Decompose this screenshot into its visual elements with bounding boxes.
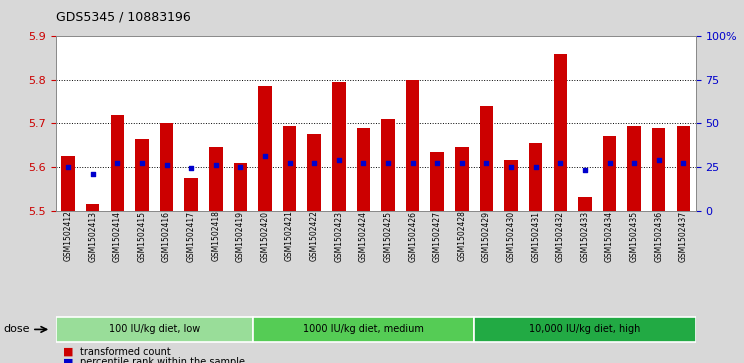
Point (210, 162, 222, 168)
Bar (603, 136, 616, 211)
Point (432, 160, 443, 166)
Text: GSM1502429: GSM1502429 (482, 211, 491, 261)
Bar (554, 54, 567, 211)
Point (283, 160, 295, 166)
Text: GSM1502418: GSM1502418 (211, 211, 220, 261)
Bar (474, 317, 696, 342)
Text: GSM1502419: GSM1502419 (236, 211, 245, 261)
Bar (356, 128, 371, 211)
Bar (431, 152, 444, 211)
Bar (406, 80, 420, 211)
Point (308, 160, 320, 166)
Text: GSM1502412: GSM1502412 (63, 211, 73, 261)
Text: 10,000 IU/kg diet, high: 10,000 IU/kg diet, high (529, 324, 641, 334)
Point (554, 160, 566, 166)
Text: GSM1502416: GSM1502416 (162, 211, 171, 261)
Bar (504, 160, 518, 211)
Text: GSM1502417: GSM1502417 (187, 211, 196, 261)
Point (677, 160, 689, 166)
Text: GSM1502414: GSM1502414 (113, 211, 122, 261)
Point (407, 160, 419, 166)
Bar (307, 134, 321, 211)
Text: GSM1502422: GSM1502422 (310, 211, 318, 261)
Text: transformed count: transformed count (80, 347, 170, 357)
Text: GSM1502424: GSM1502424 (359, 211, 368, 261)
Text: ■: ■ (63, 347, 74, 357)
Text: GSM1502435: GSM1502435 (629, 211, 638, 262)
Point (481, 160, 493, 166)
Text: GSM1502433: GSM1502433 (580, 211, 589, 262)
Text: GSM1502437: GSM1502437 (679, 211, 688, 262)
Bar (234, 163, 247, 211)
Bar (253, 317, 474, 342)
Text: GSM1502434: GSM1502434 (605, 211, 614, 262)
Bar (332, 82, 345, 211)
Bar (160, 123, 173, 211)
Bar (209, 147, 222, 211)
Text: GSM1502413: GSM1502413 (89, 211, 97, 261)
Bar (86, 204, 100, 211)
Text: dose: dose (4, 325, 31, 334)
Bar (455, 147, 469, 211)
Bar (480, 106, 493, 211)
Bar (111, 115, 124, 211)
Point (603, 160, 615, 166)
Point (87, 171, 99, 177)
Bar (676, 126, 690, 211)
Bar (258, 86, 272, 211)
Point (62, 164, 74, 170)
Bar (578, 197, 591, 211)
Point (652, 158, 664, 163)
Text: GSM1502427: GSM1502427 (433, 211, 442, 261)
Bar (56, 317, 253, 342)
Bar (135, 139, 149, 211)
Point (628, 160, 640, 166)
Bar (627, 126, 641, 211)
Text: GDS5345 / 10883196: GDS5345 / 10883196 (56, 11, 190, 24)
Bar (185, 178, 198, 211)
Bar (283, 126, 296, 211)
Point (357, 160, 369, 166)
Point (259, 153, 271, 159)
Bar (61, 156, 75, 211)
Text: GSM1502425: GSM1502425 (383, 211, 393, 261)
Bar (529, 143, 542, 211)
Point (505, 164, 517, 170)
Text: GSM1502436: GSM1502436 (654, 211, 663, 262)
Point (234, 164, 246, 170)
Point (112, 160, 124, 166)
Point (333, 158, 344, 163)
Text: GSM1502423: GSM1502423 (334, 211, 343, 261)
Point (185, 165, 197, 171)
Point (382, 160, 394, 166)
Text: GSM1502432: GSM1502432 (556, 211, 565, 261)
Point (579, 167, 591, 173)
Point (456, 160, 468, 166)
Text: GSM1502426: GSM1502426 (408, 211, 417, 261)
Bar (652, 128, 665, 211)
Text: GSM1502431: GSM1502431 (531, 211, 540, 261)
Text: ■: ■ (63, 357, 74, 363)
Text: GSM1502421: GSM1502421 (285, 211, 294, 261)
Bar (381, 119, 395, 211)
Text: GSM1502420: GSM1502420 (260, 211, 269, 261)
Text: GSM1502428: GSM1502428 (458, 211, 466, 261)
Point (161, 162, 173, 168)
Text: GSM1502430: GSM1502430 (507, 211, 516, 262)
Text: 100 IU/kg diet, low: 100 IU/kg diet, low (109, 324, 200, 334)
Text: 1000 IU/kg diet, medium: 1000 IU/kg diet, medium (303, 324, 424, 334)
Text: GSM1502415: GSM1502415 (138, 211, 147, 261)
Point (136, 160, 148, 166)
Text: percentile rank within the sample: percentile rank within the sample (80, 357, 245, 363)
Point (530, 164, 542, 170)
